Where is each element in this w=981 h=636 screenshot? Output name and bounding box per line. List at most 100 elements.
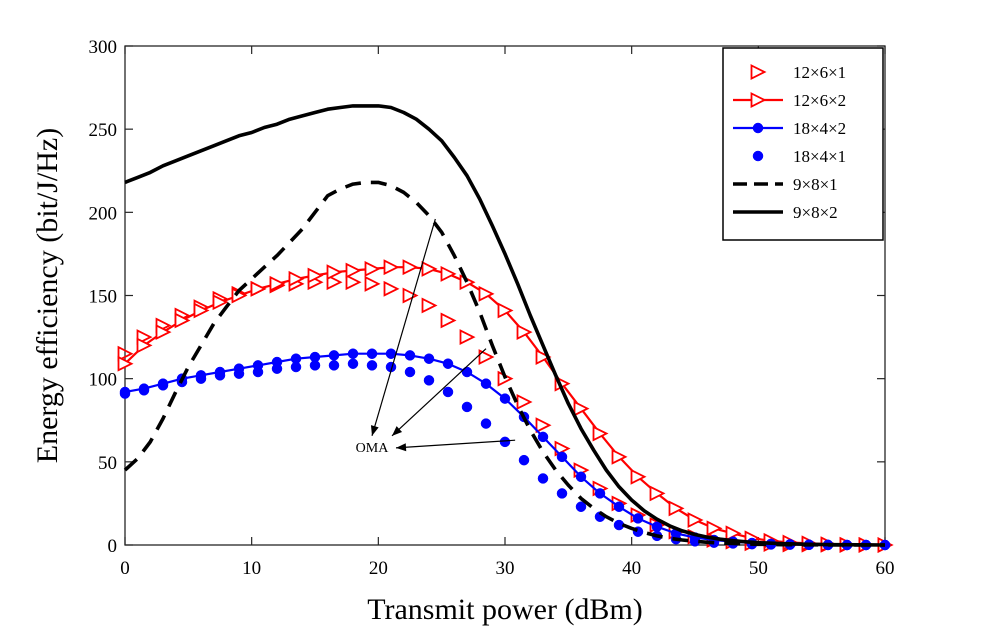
data-point <box>117 355 134 372</box>
legend-label: 9×8×1 <box>793 175 838 194</box>
data-point <box>668 500 685 517</box>
data-point <box>233 368 245 379</box>
annotation-arrow <box>395 439 516 452</box>
data-point <box>136 337 153 354</box>
x-tick-label: 0 <box>120 558 130 579</box>
data-point <box>613 501 625 512</box>
data-point <box>706 520 723 537</box>
data-point <box>155 324 172 341</box>
legend-swatch-marker <box>750 64 767 80</box>
data-point <box>309 360 321 371</box>
data-point <box>328 360 340 371</box>
arrow-head <box>396 443 407 452</box>
data-point <box>423 375 435 386</box>
data-point <box>404 350 416 361</box>
data-point <box>347 348 359 359</box>
data-point <box>271 363 283 374</box>
data-point <box>383 280 400 297</box>
data-point <box>478 285 495 302</box>
data-point <box>423 353 435 364</box>
data-point <box>269 275 286 292</box>
legend-item-9x8x2: 9×8×2 <box>733 203 838 222</box>
legend-swatch-marker <box>750 92 767 108</box>
data-point <box>649 485 666 502</box>
series-layer <box>117 104 894 553</box>
legend-label: 9×8×2 <box>793 203 838 222</box>
data-point <box>499 436 511 448</box>
data-point <box>326 274 343 291</box>
arrow-head <box>370 425 379 436</box>
data-point <box>345 262 362 279</box>
data-point <box>556 488 568 499</box>
data-point <box>347 358 359 369</box>
x-tick-label: 40 <box>622 558 641 579</box>
y-axis-label: Energy efficiency (bit/J/Hz) <box>31 128 64 463</box>
data-point <box>366 348 378 359</box>
data-point <box>421 297 438 314</box>
legend-label: 18×4×2 <box>793 119 846 138</box>
data-point <box>440 265 457 282</box>
x-tick-label: 60 <box>876 558 895 579</box>
annotation-layer: OMA <box>356 218 516 456</box>
annotation-label: OMA <box>356 441 390 456</box>
data-point <box>119 388 131 399</box>
x-tick-label: 10 <box>242 558 261 579</box>
y-tick-label: 50 <box>98 453 117 474</box>
legend-label: 18×4×1 <box>793 147 846 166</box>
y-tick-label: 250 <box>89 120 118 141</box>
data-point <box>480 418 492 429</box>
data-point <box>174 312 191 329</box>
legend-item-12x6x2: 12×6×2 <box>733 91 846 110</box>
arrow-head <box>392 426 403 436</box>
data-point <box>537 473 549 484</box>
data-point <box>535 417 552 434</box>
data-point <box>193 302 210 319</box>
series-9x8x2 <box>124 104 886 547</box>
x-tick-label: 30 <box>496 558 515 579</box>
data-point <box>651 521 663 532</box>
annotation-arrow <box>370 218 436 437</box>
series-12x6x2 <box>117 259 894 553</box>
data-point <box>442 386 454 398</box>
data-point <box>252 366 264 378</box>
annotation-arrow <box>391 348 487 437</box>
data-point <box>535 349 552 365</box>
legend-label: 12×6×2 <box>793 91 846 110</box>
legend-label: 12×6×1 <box>793 63 846 82</box>
legend-item-12x6x1: 12×6×1 <box>750 63 846 82</box>
data-point <box>461 401 473 413</box>
data-point <box>556 451 568 463</box>
data-point <box>138 385 150 396</box>
arrow-shaft <box>391 348 487 437</box>
data-point <box>442 358 454 369</box>
data-point <box>290 361 302 373</box>
data-point <box>402 259 419 276</box>
data-point <box>383 259 400 276</box>
data-point <box>250 280 267 297</box>
legend-box <box>722 47 884 241</box>
data-point <box>594 488 606 499</box>
y-tick-label: 0 <box>108 536 118 557</box>
series-9x8x1 <box>123 180 885 547</box>
data-point <box>195 373 207 384</box>
y-tick-label: 300 <box>89 37 118 58</box>
data-point <box>632 513 644 524</box>
series-line-9x8x1 <box>123 180 885 547</box>
data-point <box>516 324 533 341</box>
data-point <box>497 302 514 319</box>
data-point <box>461 366 473 378</box>
legend-item-9x8x1: 9×8×1 <box>733 175 838 194</box>
y-tick-label: 100 <box>89 370 118 391</box>
data-point <box>404 366 416 378</box>
data-point <box>402 287 419 304</box>
x-tick-label: 50 <box>749 558 768 579</box>
series-line-9x8x2 <box>124 104 886 547</box>
data-point <box>478 349 495 365</box>
data-point <box>575 501 587 512</box>
arrow-shaft <box>395 439 516 449</box>
data-point <box>366 360 378 371</box>
data-point <box>214 370 226 381</box>
arrow-shaft <box>371 218 436 437</box>
data-point <box>328 350 340 361</box>
legend-swatch-marker <box>752 150 764 162</box>
